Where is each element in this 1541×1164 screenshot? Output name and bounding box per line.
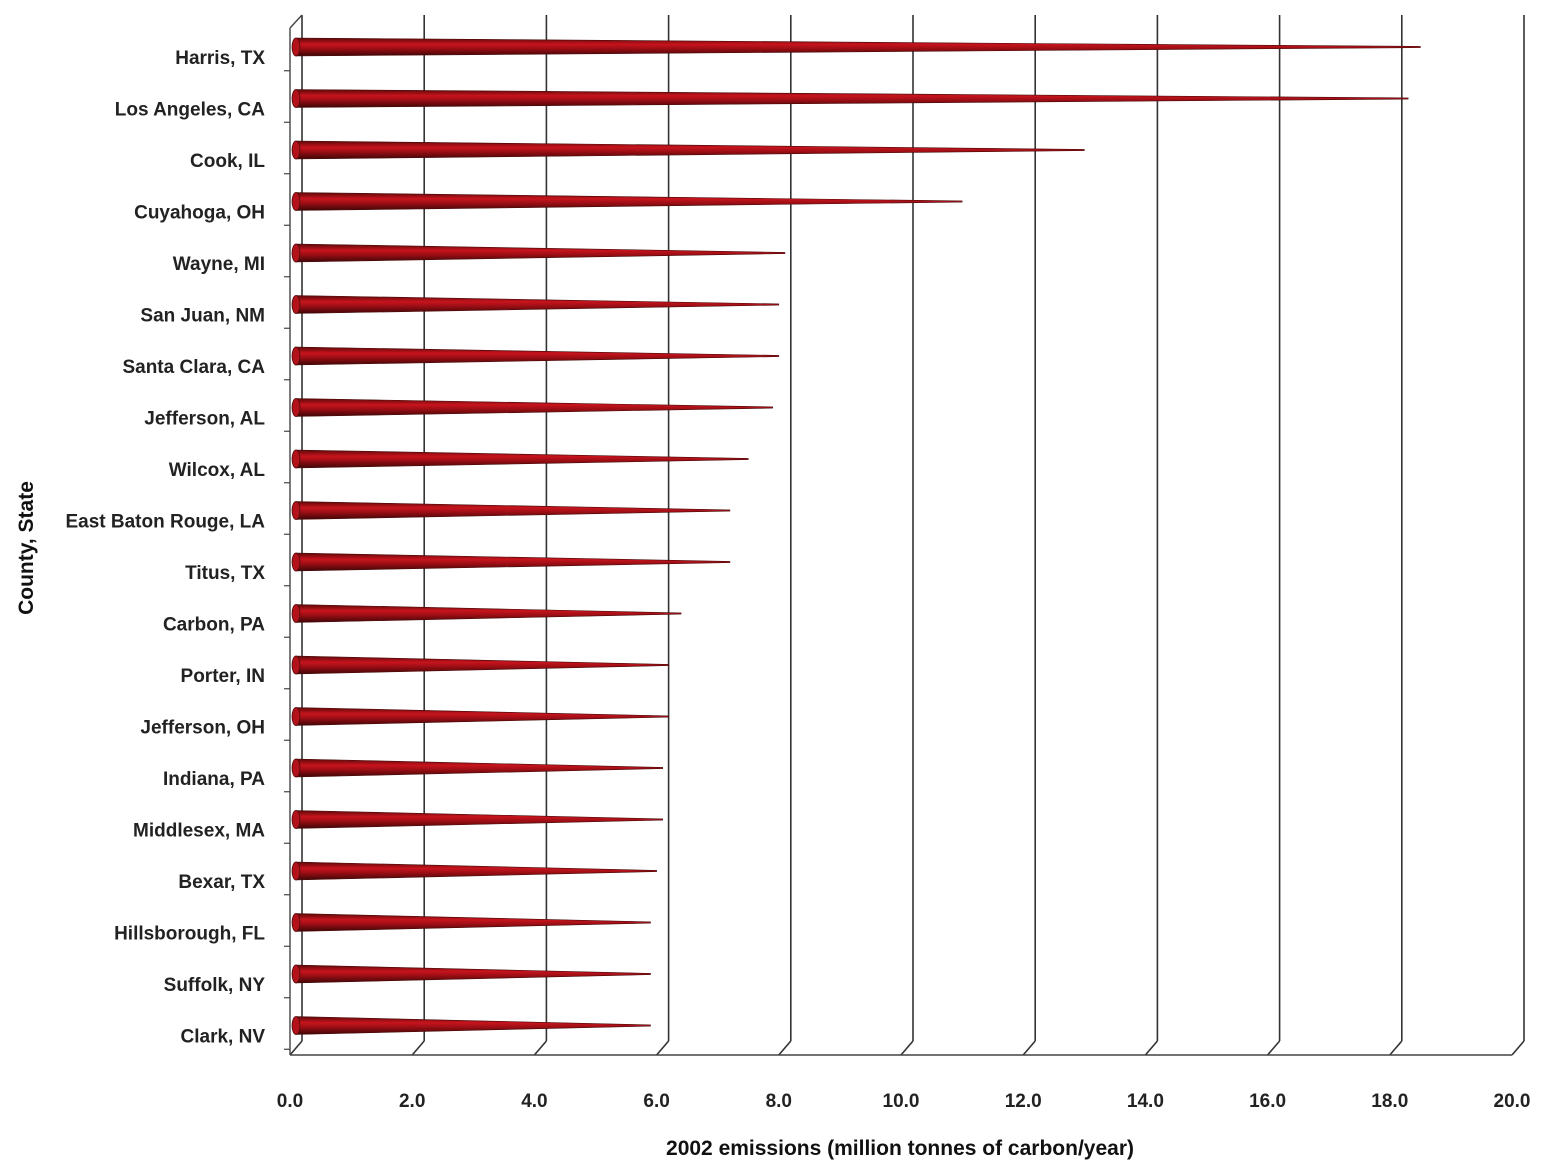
category-label: Harris, TX	[175, 48, 265, 69]
y-axis-top	[289, 14, 303, 29]
bar-base	[291, 861, 301, 881]
category-label: Suffolk, NY	[164, 975, 266, 996]
category-label: Jefferson, AL	[144, 409, 265, 430]
gridline-foot	[1022, 1040, 1036, 1056]
bar	[295, 604, 682, 623]
category-labels: Harris, TX Los Angeles, CA Cook, IL Cuyahog…	[65, 48, 265, 1048]
x-tick-label: 12.0	[1005, 1091, 1042, 1112]
bar	[295, 243, 786, 263]
category-label: Cuyahoga, OH	[134, 203, 265, 224]
category-label: Bexar, TX	[178, 872, 265, 893]
bar-base	[291, 1016, 301, 1035]
category-label: Cook, IL	[190, 151, 265, 172]
bar-base	[291, 810, 301, 829]
bar	[295, 398, 773, 417]
category-label: Titus, TX	[185, 563, 265, 584]
bar	[295, 810, 664, 829]
x-tick-label: 20.0	[1494, 1091, 1531, 1112]
bar-base	[291, 243, 301, 263]
bar	[295, 707, 670, 726]
bar	[295, 295, 780, 314]
bar	[295, 346, 780, 366]
x-tick-label: 6.0	[643, 1091, 669, 1112]
gridline-foot	[655, 1040, 670, 1056]
bar	[295, 913, 651, 932]
gridline-foot	[533, 1040, 548, 1056]
category-label: Middlesex, MA	[133, 821, 265, 842]
gridline-foot	[1266, 1040, 1281, 1056]
x-tick-label: 10.0	[883, 1091, 920, 1112]
gridline-foot	[289, 1040, 303, 1056]
bar-base	[291, 501, 301, 520]
bar-base	[291, 758, 301, 778]
bar-base	[291, 707, 301, 726]
bar	[295, 964, 651, 984]
category-label: East Baton Rouge, LA	[65, 512, 265, 533]
gridline-foot	[778, 1040, 792, 1056]
bar	[295, 758, 664, 778]
category-label: Hillsborough, FL	[114, 924, 265, 945]
x-tick-label: 14.0	[1127, 1091, 1164, 1112]
x-tick-label: 16.0	[1249, 1091, 1286, 1112]
category-label: Porter, IN	[181, 666, 265, 687]
y-axis-title: County, State	[15, 481, 38, 615]
x-tick-label: 2.0	[399, 1091, 425, 1112]
bar-base	[291, 913, 301, 932]
bar-base	[291, 192, 301, 211]
category-label: San Juan, NM	[140, 306, 265, 327]
gridline-foot	[900, 1040, 914, 1056]
x-axis-title: 2002 emissions (million tonnes of carbon…	[666, 1137, 1134, 1160]
bar	[295, 1016, 651, 1035]
category-label: Carbon, PA	[163, 615, 265, 636]
gridline-foot	[1389, 1040, 1403, 1056]
x-tick-label: 18.0	[1371, 1091, 1408, 1112]
x-tick-label: 8.0	[766, 1091, 792, 1112]
category-label: Indiana, PA	[163, 769, 265, 790]
category-label: Wilcox, AL	[169, 460, 266, 481]
bar	[295, 37, 1421, 57]
bar-base	[291, 552, 301, 572]
category-label: Jefferson, OH	[140, 718, 265, 739]
bar	[295, 501, 731, 520]
bar	[295, 192, 963, 211]
gridlines	[289, 15, 1525, 1056]
bar-base	[291, 37, 301, 57]
bar-base	[291, 398, 301, 417]
bar-base	[291, 655, 301, 675]
category-label: Wayne, MI	[173, 254, 265, 275]
bar-base	[291, 964, 301, 984]
bar-base	[291, 140, 301, 160]
bar-base	[291, 604, 301, 623]
bar	[295, 89, 1409, 108]
bar	[295, 140, 1085, 160]
bar	[295, 449, 749, 469]
category-label: Los Angeles, CA	[115, 100, 266, 121]
bar	[295, 552, 731, 572]
bar	[295, 861, 657, 881]
bar-base	[291, 449, 301, 469]
bar-base	[291, 346, 301, 366]
gridline-foot	[1144, 1040, 1159, 1056]
bar	[295, 655, 670, 675]
gridline-foot	[411, 1040, 425, 1056]
x-tick-label: 0.0	[277, 1091, 303, 1112]
bars	[291, 37, 1421, 1035]
gridline-foot	[1511, 1040, 1525, 1056]
bar-base	[291, 295, 301, 314]
category-label: Clark, NV	[181, 1027, 266, 1048]
axes	[284, 14, 1512, 1056]
x-tick-label: 4.0	[521, 1091, 547, 1112]
category-label: Santa Clara, CA	[122, 357, 265, 378]
x-tick-labels: 0.0 2.0 4.0 6.0 8.0 10.0 12.0 14.0 16.0 18.0 20.0	[277, 1091, 1531, 1112]
bar-base	[291, 89, 301, 108]
